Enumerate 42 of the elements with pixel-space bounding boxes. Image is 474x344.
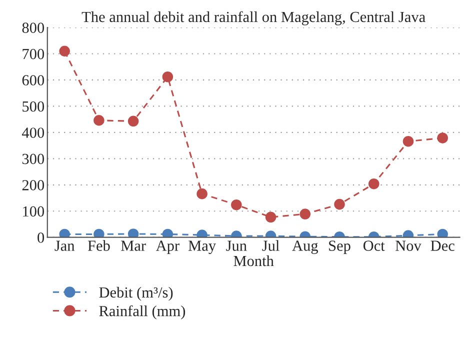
y-tick-label: 500 (22, 101, 44, 112)
point (437, 228, 448, 238)
x-tick-label: May (188, 240, 216, 254)
legend-label: Debit (m³/s) (99, 286, 173, 301)
x-tick-label: Nov (396, 240, 422, 251)
y-tick-label: 800 (22, 22, 44, 33)
point (128, 116, 139, 127)
point (368, 178, 380, 190)
y-tick-label: 200 (22, 180, 44, 190)
x-tick-label: Jun (226, 240, 247, 251)
point (94, 228, 104, 238)
point (334, 198, 345, 210)
y-tick-label: 0 (38, 232, 44, 243)
y-tick-label: 700 (22, 48, 44, 60)
legend-label: Rainfall (mm) (99, 305, 186, 320)
y-tick-label: 400 (22, 128, 44, 138)
y-tick-label: 100 (23, 206, 44, 217)
x-tick-label: Mar (121, 240, 146, 251)
x-tick-label: Dec (430, 240, 454, 251)
x-tick-label: Aug (292, 240, 318, 254)
chart-title: The annual debit and rainfall on Magelang, Central Java (82, 11, 426, 26)
point (196, 188, 208, 200)
y-tick-label: 300 (22, 154, 44, 164)
point (59, 228, 70, 238)
y-tick-label: 600 (22, 75, 44, 86)
point (59, 46, 70, 57)
x-tick-label: Sep (329, 240, 350, 254)
point (231, 199, 242, 210)
point (128, 228, 139, 238)
point (162, 228, 174, 238)
point (437, 132, 448, 144)
x-tick-label: Apr (156, 240, 180, 254)
x-tick-label: Jul (262, 240, 280, 251)
x-axis-title: Month (234, 255, 274, 266)
x-tick-label: Oct (363, 240, 385, 251)
point (300, 208, 311, 220)
point (402, 136, 414, 147)
point (94, 114, 104, 126)
x-tick-label: Jan (54, 240, 75, 251)
x-tick-label: Feb (88, 240, 110, 251)
point (162, 71, 174, 82)
point (265, 212, 276, 223)
